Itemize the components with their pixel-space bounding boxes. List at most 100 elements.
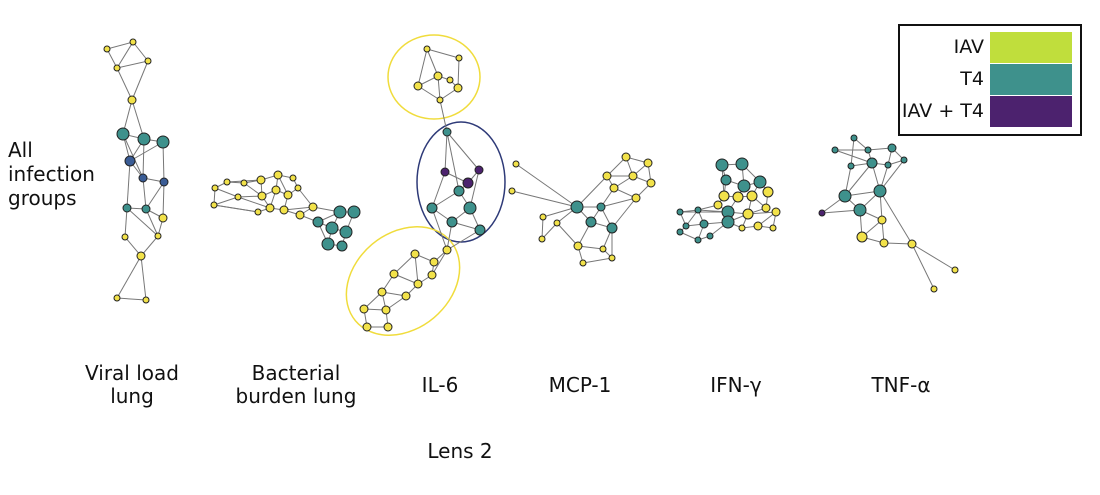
viral-load-graph-edge bbox=[122, 133, 144, 179]
mcp1-graph-edge bbox=[511, 190, 578, 208]
bacterial-burden-graph-node bbox=[295, 210, 305, 220]
ifn-gamma-graph-node bbox=[742, 208, 754, 220]
bacterial-burden-graph-node bbox=[210, 201, 218, 209]
tnf-alpha-graph-node bbox=[818, 209, 826, 217]
bacterial-burden-graph-node bbox=[294, 184, 302, 192]
bacterial-burden-graph-node bbox=[223, 178, 231, 186]
il6-graph-node bbox=[442, 127, 452, 137]
tnf-alpha-graph-node bbox=[884, 161, 892, 169]
tnf-alpha-graph-node bbox=[866, 157, 878, 169]
tnf-alpha-graph-node bbox=[853, 203, 867, 217]
panel-label-line-1: MCP-1 bbox=[548, 373, 612, 397]
il6-graph-node bbox=[413, 279, 423, 289]
viral-load-graph-edge bbox=[142, 177, 147, 210]
viral-load-graph-node bbox=[156, 135, 170, 149]
ifn-gamma-graph-node bbox=[715, 158, 729, 172]
viral-load-graph-node bbox=[154, 232, 162, 240]
bacterial-burden-graph-node bbox=[254, 208, 262, 216]
ifn-gamma-graph-node bbox=[718, 190, 730, 202]
il6-graph-node bbox=[410, 249, 420, 259]
viral-load-graph-edge bbox=[126, 207, 159, 237]
bacterial-burden-graph-edge bbox=[213, 196, 239, 206]
panel-label-bacterial-burden: Bacterial burden lung bbox=[226, 362, 366, 408]
il6-graph-node bbox=[381, 305, 391, 315]
tnf-alpha-graph-node bbox=[856, 231, 868, 243]
viral-load-graph-edge bbox=[131, 60, 149, 101]
row-label-line-2: infection bbox=[8, 162, 95, 186]
il6-graph-node bbox=[462, 177, 474, 189]
viral-load-graph-node bbox=[113, 64, 121, 72]
il6-graph-node bbox=[455, 54, 463, 62]
panel-label-viral-load: Viral load lung bbox=[70, 362, 194, 408]
viral-load-graph-node bbox=[144, 57, 152, 65]
legend-swatch-iav-t4 bbox=[990, 96, 1072, 127]
il6-graph-edge bbox=[444, 131, 448, 173]
bacterial-burden-graph-edge bbox=[213, 204, 259, 213]
tnf-alpha-graph-edge bbox=[879, 159, 905, 192]
bacterial-burden-graph-node bbox=[339, 225, 353, 239]
tnf-alpha-graph-edge bbox=[844, 162, 873, 197]
panel-label-line-1: IFN-γ bbox=[710, 373, 762, 397]
panel-label-tnf-alpha: TNF-α bbox=[846, 374, 956, 397]
il6-graph-edge bbox=[417, 48, 428, 87]
legend-label: IAV bbox=[953, 36, 984, 58]
tnf-alpha-graph-edge bbox=[834, 149, 873, 164]
legend-label: T4 bbox=[960, 68, 984, 90]
il6-graph-node bbox=[442, 245, 452, 255]
ifn-gamma-graph-node bbox=[761, 203, 771, 213]
mcp1-graph-edge bbox=[515, 163, 578, 208]
bacterial-burden-graph-node bbox=[325, 221, 339, 235]
tnf-alpha-graph-node bbox=[930, 285, 938, 293]
tnf-alpha-graph-node bbox=[907, 239, 917, 249]
ifn-gamma-graph-node bbox=[738, 224, 746, 232]
viral-load-graph-node bbox=[141, 204, 151, 214]
tnf-alpha-graph-node bbox=[873, 184, 887, 198]
viral-load-graph-edge bbox=[126, 160, 131, 209]
viral-load-graph-edge bbox=[145, 181, 165, 210]
panel-label-line-1: IL-6 bbox=[421, 373, 459, 397]
bacterial-burden-graph-node bbox=[257, 191, 267, 201]
mcp1-graph-edge bbox=[582, 257, 613, 264]
mcp1-graph-edge bbox=[556, 222, 579, 247]
ifn-gamma-graph-node bbox=[732, 191, 744, 203]
il6-graph-node bbox=[463, 201, 477, 215]
il6-graph-edge bbox=[469, 169, 480, 209]
bacterial-burden-graph-node bbox=[312, 216, 324, 228]
viral-load-graph-node bbox=[103, 45, 111, 53]
ifn-gamma-graph-node bbox=[753, 175, 767, 189]
il6-graph-node bbox=[429, 257, 439, 267]
ifn-gamma-graph-node bbox=[682, 222, 690, 230]
tnf-alpha-graph-edge bbox=[879, 190, 913, 245]
mcp1-graph-node bbox=[599, 245, 607, 253]
il6-graph-node bbox=[453, 83, 463, 93]
il6-graph-node bbox=[383, 322, 393, 332]
mcp1-graph-node bbox=[573, 241, 583, 251]
ifn-gamma-graph-node bbox=[694, 236, 702, 244]
bacterial-burden-graph-node bbox=[240, 179, 248, 187]
mcp1-graph-node bbox=[609, 183, 619, 193]
bacterial-burden-graph-node bbox=[256, 175, 266, 185]
bacterial-burden-graph-edge bbox=[237, 196, 271, 209]
legend-swatch-iav bbox=[990, 32, 1072, 63]
mcp1-graph-node bbox=[608, 254, 616, 262]
viral-load-graph-edge bbox=[142, 138, 145, 179]
bacterial-burden-graph-node bbox=[211, 184, 219, 192]
il6-graph-node bbox=[440, 167, 450, 177]
viral-load-graph-edge bbox=[116, 67, 133, 101]
mcp1-graph-node bbox=[596, 202, 606, 212]
ifn-gamma-graph-node bbox=[735, 157, 749, 171]
tnf-alpha-graph-edge bbox=[850, 137, 855, 167]
il6-graph-node bbox=[474, 224, 486, 236]
viral-load-graph-edge bbox=[116, 255, 142, 299]
viral-load-graph-node bbox=[127, 95, 137, 105]
viral-load-graph-edge bbox=[106, 41, 134, 50]
legend-swatch-t4 bbox=[990, 64, 1072, 95]
il6-graph-node bbox=[453, 185, 465, 197]
il6-graph-node bbox=[423, 45, 431, 53]
bacterial-burden-graph-node bbox=[283, 190, 293, 200]
viral-load-graph-node bbox=[137, 132, 151, 146]
viral-load-graph-edge bbox=[116, 60, 149, 69]
bacterial-burden-graph-node bbox=[234, 193, 242, 201]
tnf-alpha-graph-node bbox=[877, 215, 887, 225]
viral-load-graph-edge bbox=[124, 207, 128, 238]
